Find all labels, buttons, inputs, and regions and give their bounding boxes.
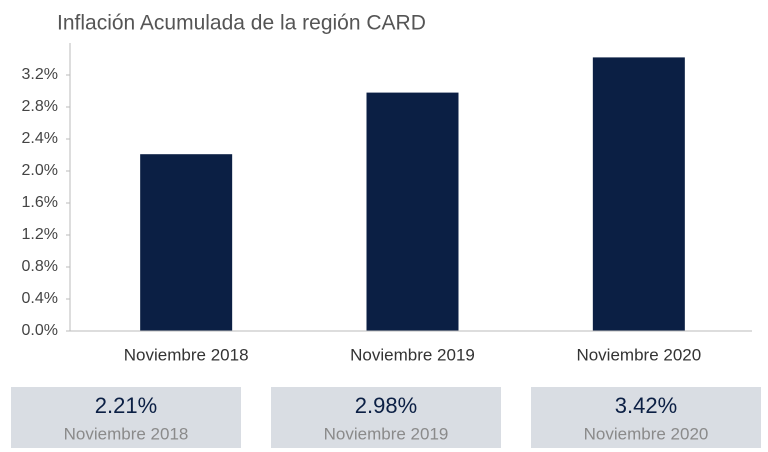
y-tick-label: 2.4%: [22, 130, 58, 147]
summary-box: [271, 387, 501, 448]
x-tick-label: Noviembre 2020: [576, 345, 701, 364]
y-tick-label: 0.0%: [22, 322, 58, 339]
y-tick-label: 2.8%: [22, 98, 58, 115]
x-tick-label: Noviembre 2019: [350, 345, 475, 364]
y-tick-label: 3.2%: [22, 66, 58, 83]
y-tick-label: 0.8%: [22, 258, 58, 275]
summary-label: Noviembre 2020: [584, 424, 709, 443]
x-tick-label: Noviembre 2018: [124, 345, 249, 364]
summary-value: 3.42%: [615, 393, 677, 418]
chart-title: Inflación Acumulada de la región CARD: [57, 12, 426, 35]
y-tick-label: 1.2%: [22, 226, 58, 243]
bar: [140, 154, 233, 331]
summary-box: [531, 387, 761, 448]
summary-label: Noviembre 2018: [64, 424, 189, 443]
summary-value: 2.98%: [355, 393, 417, 418]
y-tick-label: 1.6%: [22, 194, 58, 211]
y-tick-label: 2.0%: [22, 162, 58, 179]
summary-label: Noviembre 2019: [324, 424, 449, 443]
bar: [366, 92, 459, 331]
bar: [592, 57, 685, 332]
summary-box: [11, 387, 241, 448]
summary-value: 2.21%: [95, 393, 157, 418]
y-tick-label: 0.4%: [22, 290, 58, 307]
